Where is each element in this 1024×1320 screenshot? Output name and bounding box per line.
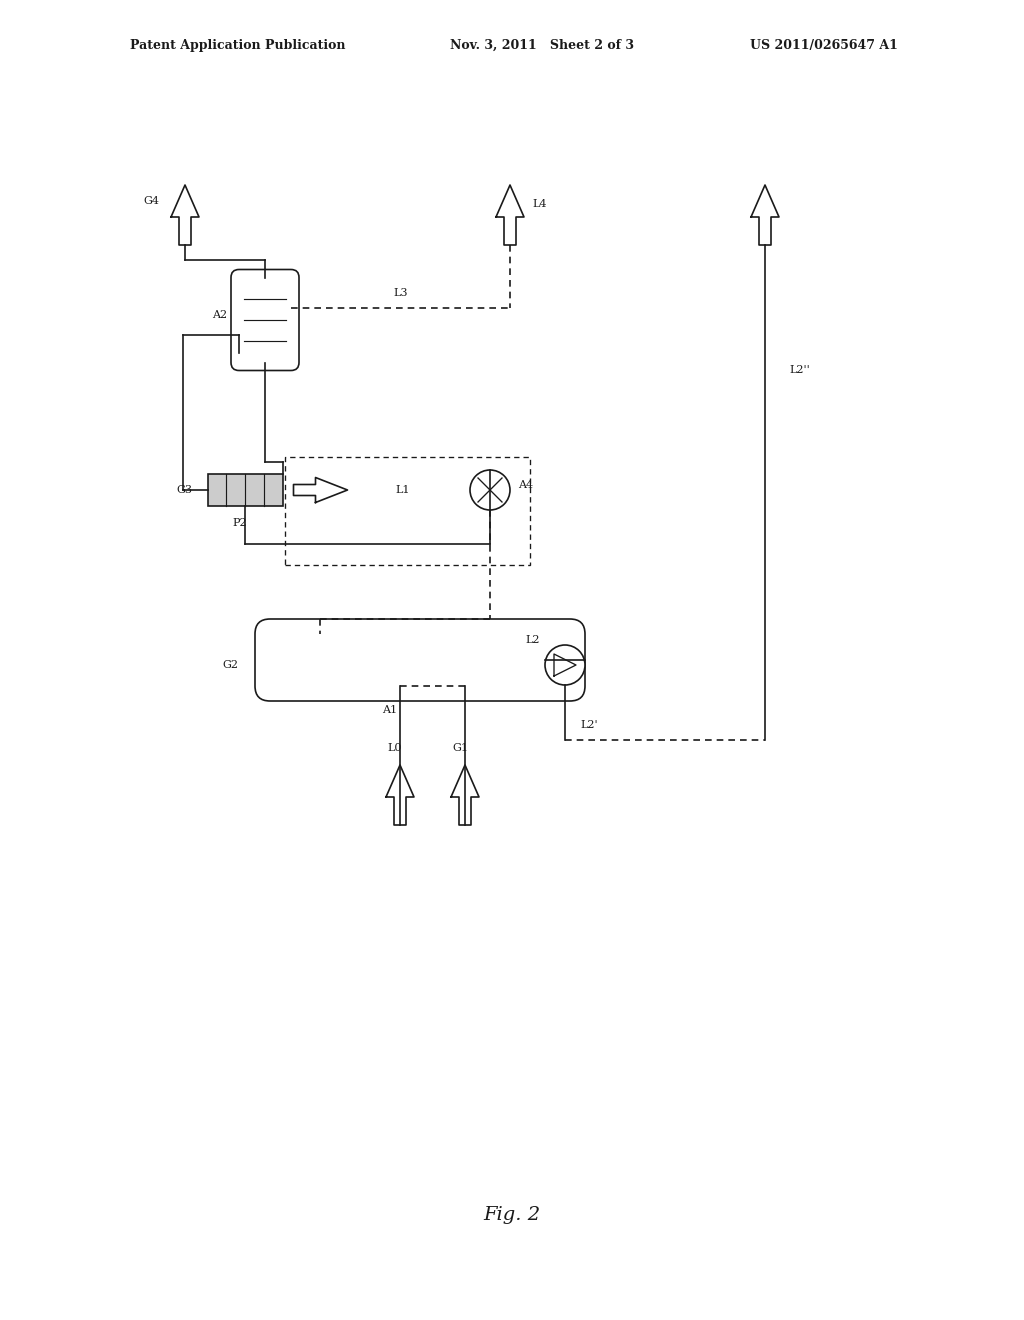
Text: G2: G2 <box>222 660 238 671</box>
Bar <box>208 474 283 506</box>
Text: G1: G1 <box>452 743 468 752</box>
Text: Patent Application Publication: Patent Application Publication <box>130 38 345 51</box>
Circle shape <box>545 645 585 685</box>
Text: G3: G3 <box>176 484 193 495</box>
Text: Fig. 2: Fig. 2 <box>483 1206 541 1224</box>
FancyBboxPatch shape <box>231 269 299 371</box>
Text: L4: L4 <box>532 199 547 209</box>
Text: A4: A4 <box>518 480 534 490</box>
Text: P2: P2 <box>232 517 248 528</box>
Text: US 2011/0265647 A1: US 2011/0265647 A1 <box>750 38 898 51</box>
Bar <box>285 457 530 565</box>
Text: L3: L3 <box>393 288 408 298</box>
Text: A2: A2 <box>212 310 227 319</box>
Text: A1: A1 <box>382 705 397 715</box>
Text: L2: L2 <box>525 635 540 645</box>
FancyBboxPatch shape <box>255 619 585 701</box>
Text: G4: G4 <box>143 195 159 206</box>
Text: L1: L1 <box>395 484 410 495</box>
Text: L0: L0 <box>388 743 402 752</box>
Text: Nov. 3, 2011   Sheet 2 of 3: Nov. 3, 2011 Sheet 2 of 3 <box>450 38 634 51</box>
Text: L2'': L2'' <box>790 366 810 375</box>
Circle shape <box>470 470 510 510</box>
Text: L2': L2' <box>580 719 598 730</box>
